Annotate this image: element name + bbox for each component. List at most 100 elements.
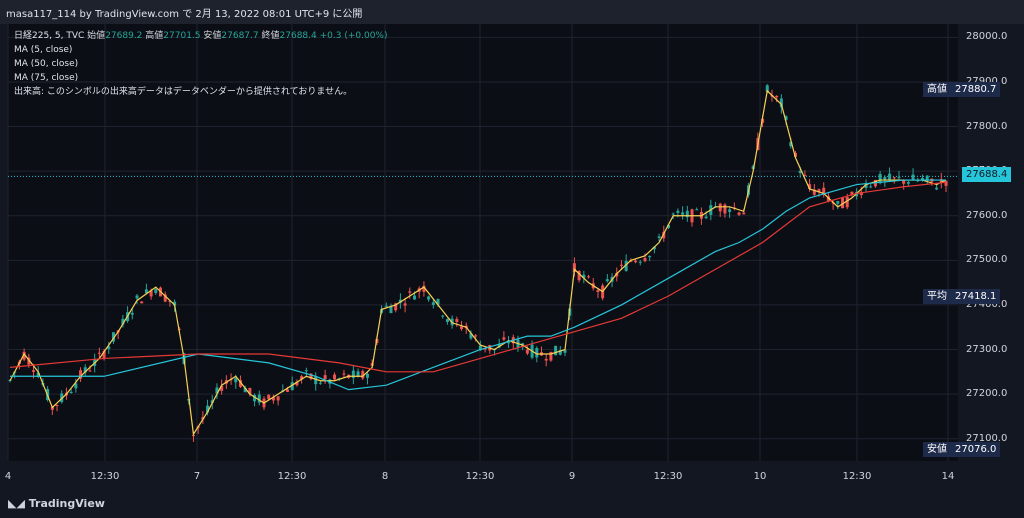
- candle-body: [74, 383, 78, 389]
- candle-body: [149, 290, 153, 297]
- high-label: 高値: [145, 31, 164, 41]
- candle-body: [469, 333, 473, 339]
- candle-body: [408, 291, 412, 293]
- candle-body: [422, 285, 426, 292]
- candle-body: [140, 301, 144, 304]
- candle-body: [841, 197, 845, 209]
- candle-body: [163, 294, 167, 302]
- candle-body: [662, 231, 666, 239]
- candle-body: [55, 405, 59, 407]
- average-tag: 平均 27418.1: [923, 289, 1001, 304]
- candle-body: [267, 394, 271, 400]
- low-tag-name: 安値: [923, 442, 951, 457]
- candle-body: [883, 177, 887, 181]
- time-tick-label: 14: [941, 471, 955, 482]
- candle-body: [276, 396, 280, 401]
- candle-body: [624, 260, 628, 271]
- candle-body: [27, 357, 31, 365]
- candle-body: [920, 177, 924, 181]
- candle-body: [737, 212, 741, 215]
- candle-body: [220, 385, 224, 391]
- tradingview-logo[interactable]: ◣◢ TradingView: [8, 497, 105, 510]
- candle-body: [784, 116, 788, 120]
- candle-body: [111, 332, 115, 342]
- candle-body: [902, 179, 906, 184]
- price-tick-label: 27900.0: [966, 76, 1007, 87]
- time-tick-label: 8: [381, 471, 389, 482]
- candle-body: [295, 381, 299, 386]
- candle-body: [619, 264, 623, 266]
- candle-body: [685, 210, 689, 218]
- candle-body: [775, 95, 779, 98]
- candle-body: [869, 186, 873, 188]
- ma50-legend[interactable]: MA (50, close): [14, 59, 79, 69]
- candle-body: [206, 405, 210, 413]
- time-axis[interactable]: [0, 461, 1024, 489]
- candle-body: [671, 213, 675, 215]
- candle-body: [859, 191, 863, 196]
- price-tick-label: 27300.0: [966, 343, 1008, 355]
- candle-body: [648, 255, 652, 258]
- candle-body: [300, 376, 304, 380]
- ma5-line: [9, 89, 947, 436]
- candle-body: [765, 85, 769, 92]
- candle-body: [676, 210, 680, 213]
- candle-body: [751, 166, 755, 170]
- candle-body: [191, 435, 195, 437]
- candle-body: [535, 347, 539, 358]
- candle-body: [445, 319, 449, 323]
- logo-icon: ◣◢: [8, 497, 29, 510]
- high-value: 27701.5: [163, 31, 201, 41]
- symbol-label: 日経225, 5, TVC: [14, 31, 85, 41]
- candle-body: [389, 306, 393, 314]
- candle-body: [135, 295, 139, 299]
- candle-body: [695, 209, 699, 211]
- candle-body: [935, 187, 939, 190]
- candle-body: [925, 175, 929, 180]
- last-price-value: 27688.4: [962, 167, 1012, 182]
- candle-body: [497, 343, 501, 348]
- candle-body: [507, 342, 511, 344]
- ma50-line: [10, 179, 946, 391]
- chart-panel[interactable]: [8, 24, 958, 461]
- ma5-legend[interactable]: MA (5, close): [14, 45, 73, 55]
- candle-body: [431, 302, 435, 305]
- candle-body: [102, 351, 106, 359]
- candle-body: [314, 376, 318, 385]
- candle-body: [803, 174, 807, 176]
- open-label: 始値: [87, 31, 106, 41]
- candle-body: [107, 346, 111, 349]
- close-label: 終値: [261, 31, 280, 41]
- ma75-legend[interactable]: MA (75, close): [14, 73, 79, 83]
- price-tick-label: 27200.0: [966, 388, 1008, 400]
- candle-body: [238, 380, 242, 387]
- candle-body: [478, 345, 482, 351]
- candle-body: [121, 318, 125, 325]
- low-tag-value: 27076.0: [951, 442, 1001, 457]
- candle-body: [605, 279, 609, 282]
- candle-body: [290, 382, 294, 391]
- candle-body: [318, 382, 322, 384]
- time-tick-label: 12:30: [842, 471, 872, 482]
- price-tick-label: 27400.0: [966, 298, 1008, 310]
- candle-body: [427, 296, 431, 300]
- candle-body: [356, 371, 360, 377]
- candle-body: [836, 201, 840, 204]
- candle-body: [351, 370, 355, 378]
- candle-body: [944, 181, 948, 186]
- candle-body: [243, 387, 247, 393]
- ohlc-line: 日経225, 5, TVC 始値27689.2 高値27701.5 安値2768…: [14, 29, 387, 43]
- candle-body: [83, 367, 87, 373]
- time-tick-label: 4: [4, 471, 12, 482]
- time-tick-label: 12:30: [277, 471, 307, 482]
- candle-body: [474, 335, 478, 337]
- candle-body: [544, 358, 548, 361]
- candle-body: [793, 152, 797, 157]
- candle-body: [549, 351, 553, 361]
- candle-body: [742, 212, 746, 215]
- footer: [0, 489, 1024, 518]
- candle-body: [798, 170, 802, 173]
- candle-body: [69, 391, 73, 394]
- candle-body: [779, 98, 783, 108]
- low-label: 安値: [203, 31, 222, 41]
